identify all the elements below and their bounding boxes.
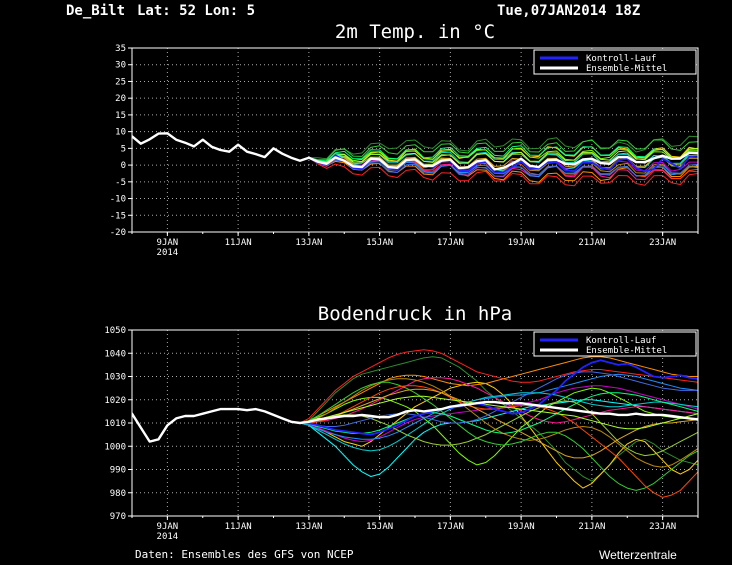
pressure-xtick-label: 13JAN: [295, 522, 322, 532]
pressure-ytick-label: 1030: [104, 373, 126, 383]
pressure-xtick-label: 23JAN: [649, 522, 676, 532]
data-source-note: Daten: Ensembles des GFS von NCEP: [135, 548, 354, 561]
pressure-chart-title: Bodendruck in hPa: [318, 303, 512, 325]
temp-ytick-label: 5: [121, 144, 126, 154]
pressure-plot-frame: [131, 329, 699, 517]
pressure-legend-label: Ensemble-Mittel: [586, 346, 667, 356]
temp-xtick-label: 9JAN: [157, 238, 179, 248]
station-name: De_Bilt: [66, 3, 126, 19]
temp-xtick-label: 21JAN: [578, 238, 605, 248]
pressure-series-member-line: [132, 400, 698, 457]
temp-ytick-label: -10: [110, 195, 126, 205]
temp-legend-label: Ensemble-Mittel: [586, 64, 667, 74]
temp-ytick-label: 10: [115, 128, 126, 138]
temp-ytick-label: 20: [115, 94, 126, 104]
temp-ytick-label: -15: [110, 211, 126, 221]
temp-legend-box: [533, 49, 697, 75]
pressure-series-ensemble-mean-line: [132, 400, 698, 443]
pressure-xtick-label: 21JAN: [578, 522, 605, 532]
temp-series-member-line: [132, 132, 698, 162]
temp-xtick-label: 19JAN: [508, 238, 535, 248]
pressure-series-member-line: [132, 388, 698, 459]
pressure-ytick-label: 1020: [104, 396, 126, 406]
pressure-xtick-label: 9JAN: [157, 522, 179, 532]
temp-ytick-label: -5: [115, 178, 126, 188]
pressure-ytick-label: 1010: [104, 419, 126, 429]
temp-xtick-label: 23JAN: [649, 238, 676, 248]
temperature-panel: 2m Temp. in °C 35 30 25 20 15 10 5 0 -5 -10 -15 -20 9…: [110, 21, 699, 258]
pressure-ytick-label: 1050: [104, 326, 126, 336]
temp-plot-frame: [131, 47, 699, 233]
temp-ytick-label: 15: [115, 111, 126, 121]
model-run-time: Tue,07JAN2014 18Z: [497, 3, 641, 19]
pressure-ytick-label: 980: [110, 489, 126, 499]
pressure-ytick-label: 990: [110, 466, 126, 476]
pressure-ytick-label: 970: [110, 512, 126, 522]
temp-xtick-label: 15JAN: [366, 238, 393, 248]
pressure-legend-label: Kontroll-Lauf: [586, 336, 656, 346]
temp-series-member-line: [132, 132, 698, 162]
temp-series-member-line: [132, 132, 698, 162]
pressure-ytick-label: 1000: [104, 442, 126, 452]
station-coordinates: Lat: 52 Lon: 5: [137, 3, 256, 19]
temp-ytick-label: 25: [115, 77, 126, 87]
temp-ytick-label: 30: [115, 61, 126, 71]
pressure-xtick-label: 17JAN: [437, 522, 464, 532]
pressure-series-member-line: [132, 399, 698, 477]
temp-series-member-line: [132, 132, 698, 162]
temp-xtick-label: 11JAN: [225, 238, 252, 248]
temp-ytick-label: 0: [121, 161, 126, 171]
pressure-legend-box: [533, 331, 697, 357]
pressure-xtick-label: 15JAN: [366, 522, 393, 532]
pressure-series-control-run-line: [132, 359, 698, 443]
temp-chart-title: 2m Temp. in °C: [335, 21, 495, 43]
temp-ytick-label: -20: [110, 228, 126, 238]
pressure-xtick-label: 19JAN: [508, 522, 535, 532]
pressure-panel: Bodendruck in hPa 1050 1040 1030 1020 1010 100…: [104, 303, 699, 542]
pressure-ytick-label: 1040: [104, 349, 126, 359]
temp-series-ensemble-mean-line: [132, 132, 698, 171]
temp-xtick-label: 13JAN: [295, 238, 322, 248]
temp-legend-label: Kontroll-Lauf: [586, 54, 656, 64]
pressure-xtick-year-label: 2014: [157, 532, 179, 542]
pressure-xtick-label: 11JAN: [225, 522, 252, 532]
pressure-series-member-line: [132, 356, 698, 443]
temp-xtick-label: 17JAN: [437, 238, 464, 248]
pressure-series-member-line: [132, 387, 698, 466]
temp-ytick-label: 35: [115, 44, 126, 54]
temp-xtick-year-label: 2014: [157, 248, 179, 258]
brand-label: Wetterzentrale: [599, 548, 677, 562]
